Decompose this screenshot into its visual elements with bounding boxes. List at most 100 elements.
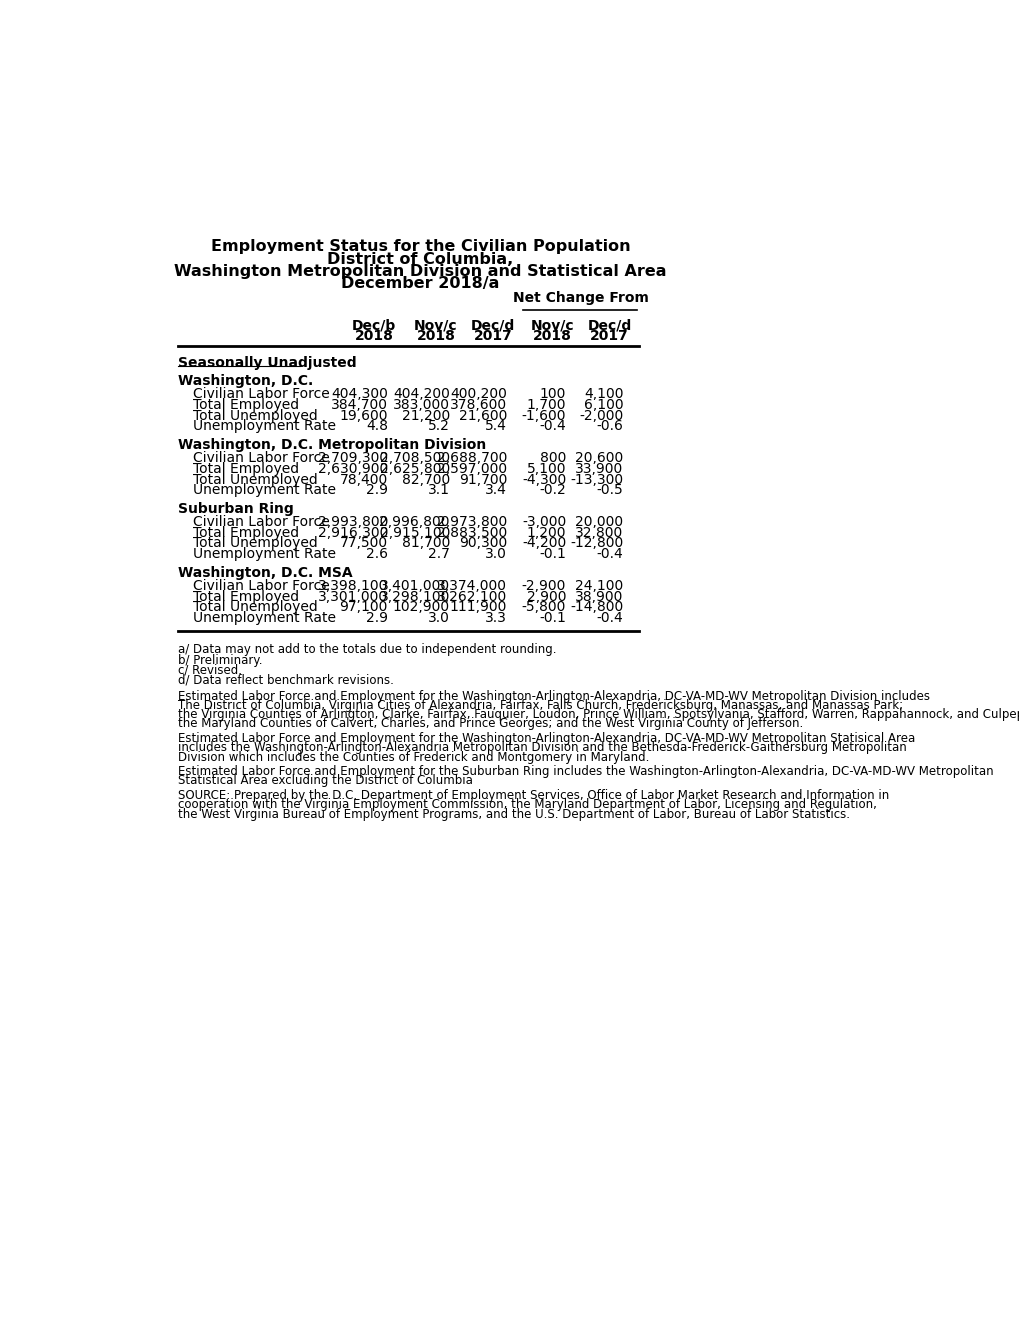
Text: 33,900: 33,900 <box>575 462 623 475</box>
Text: 400,200: 400,200 <box>450 387 506 401</box>
Text: 404,300: 404,300 <box>331 387 387 401</box>
Text: 111,900: 111,900 <box>449 601 506 614</box>
Text: 2,915,100: 2,915,100 <box>379 525 449 540</box>
Text: 1,700: 1,700 <box>526 397 566 412</box>
Text: 3,401,000: 3,401,000 <box>379 578 449 593</box>
Text: 78,400: 78,400 <box>339 473 387 487</box>
Text: 6,100: 6,100 <box>583 397 623 412</box>
Text: Estimated Labor Force and Employment for the Washington-Arlington-Alexandria, DC: Estimated Labor Force and Employment for… <box>177 689 929 702</box>
Text: 2017: 2017 <box>590 330 629 343</box>
Text: cooperation with the Virginia Employment Commission, the Maryland Department of : cooperation with the Virginia Employment… <box>177 799 876 812</box>
Text: Total Employed: Total Employed <box>194 525 300 540</box>
Text: Suburban Ring: Suburban Ring <box>177 502 293 516</box>
Text: -2,900: -2,900 <box>522 578 566 593</box>
Text: Unemployment Rate: Unemployment Rate <box>194 483 336 498</box>
Text: Total Unemployed: Total Unemployed <box>194 536 318 550</box>
Text: Civilian Labor Force: Civilian Labor Force <box>194 451 330 465</box>
Text: Civilian Labor Force: Civilian Labor Force <box>194 515 330 529</box>
Text: Total Unemployed: Total Unemployed <box>194 473 318 487</box>
Text: 20,000: 20,000 <box>575 515 623 529</box>
Text: -2,000: -2,000 <box>579 409 623 422</box>
Text: Washington, D.C. Metropolitan Division: Washington, D.C. Metropolitan Division <box>177 438 486 451</box>
Text: 3,262,100: 3,262,100 <box>436 590 506 603</box>
Text: 3.1: 3.1 <box>428 483 449 498</box>
Text: Total Employed: Total Employed <box>194 462 300 475</box>
Text: Employment Status for the Civilian Population: Employment Status for the Civilian Popul… <box>211 239 630 255</box>
Text: 2,625,800: 2,625,800 <box>379 462 449 475</box>
Text: 800: 800 <box>539 451 566 465</box>
Text: 5,100: 5,100 <box>526 462 566 475</box>
Text: -0.6: -0.6 <box>596 420 623 433</box>
Text: the West Virginia Bureau of Employment Programs, and the U.S. Department of Labo: the West Virginia Bureau of Employment P… <box>177 808 849 821</box>
Text: the Maryland Counties of Calvert, Charles, and Prince Georges; and the West Virg: the Maryland Counties of Calvert, Charle… <box>177 718 802 730</box>
Text: 2,916,300: 2,916,300 <box>317 525 387 540</box>
Text: December 2018/a: December 2018/a <box>341 276 499 292</box>
Text: Total Unemployed: Total Unemployed <box>194 409 318 422</box>
Text: 2018: 2018 <box>416 330 454 343</box>
Text: Nov/c: Nov/c <box>530 318 574 333</box>
Text: 2.9: 2.9 <box>366 611 387 626</box>
Text: c/ Revised.: c/ Revised. <box>177 664 242 677</box>
Text: Total Employed: Total Employed <box>194 397 300 412</box>
Text: Unemployment Rate: Unemployment Rate <box>194 420 336 433</box>
Text: 5.2: 5.2 <box>428 420 449 433</box>
Text: Civilian Labor Force: Civilian Labor Force <box>194 387 330 401</box>
Text: Estimated Labor Force and Employment for the Suburban Ring includes the Washingt: Estimated Labor Force and Employment for… <box>177 766 993 779</box>
Text: 77,500: 77,500 <box>339 536 387 550</box>
Text: 2.6: 2.6 <box>366 548 387 561</box>
Text: 3,298,100: 3,298,100 <box>379 590 449 603</box>
Text: 3.0: 3.0 <box>428 611 449 626</box>
Text: -12,800: -12,800 <box>570 536 623 550</box>
Text: 3.0: 3.0 <box>485 548 506 561</box>
Text: b/ Preliminary.: b/ Preliminary. <box>177 653 262 667</box>
Text: -0.4: -0.4 <box>596 548 623 561</box>
Text: 102,900: 102,900 <box>392 601 449 614</box>
Text: 3.3: 3.3 <box>485 611 506 626</box>
Text: Dec/d: Dec/d <box>587 318 631 333</box>
Text: -4,200: -4,200 <box>522 536 566 550</box>
Text: -14,800: -14,800 <box>570 601 623 614</box>
Text: -0.1: -0.1 <box>539 548 566 561</box>
Text: 2,708,500: 2,708,500 <box>379 451 449 465</box>
Text: Unemployment Rate: Unemployment Rate <box>194 611 336 626</box>
Text: 2017: 2017 <box>474 330 513 343</box>
Text: d/ Data reflect benchmark revisions.: d/ Data reflect benchmark revisions. <box>177 673 393 686</box>
Text: Statistical Area excluding the District of Columbia: Statistical Area excluding the District … <box>177 775 472 788</box>
Text: -0.4: -0.4 <box>596 611 623 626</box>
Text: Washington, D.C.: Washington, D.C. <box>177 374 313 388</box>
Text: Washington Metropolitan Division and Statistical Area: Washington Metropolitan Division and Sta… <box>174 264 666 279</box>
Text: 4.8: 4.8 <box>366 420 387 433</box>
Text: 2,900: 2,900 <box>526 590 566 603</box>
Text: Total Unemployed: Total Unemployed <box>194 601 318 614</box>
Text: 3,398,100: 3,398,100 <box>317 578 387 593</box>
Text: 38,900: 38,900 <box>575 590 623 603</box>
Text: 19,600: 19,600 <box>339 409 387 422</box>
Text: 2,630,900: 2,630,900 <box>317 462 387 475</box>
Text: 378,600: 378,600 <box>449 397 506 412</box>
Text: the Virginia Counties of Arlington, Clarke, Fairfax, Fauquier, Loudon, Prince Wi: the Virginia Counties of Arlington, Clar… <box>177 708 1019 721</box>
Text: 2,883,500: 2,883,500 <box>436 525 506 540</box>
Text: Nov/c: Nov/c <box>414 318 458 333</box>
Text: -1,600: -1,600 <box>521 409 566 422</box>
Text: 2,709,300: 2,709,300 <box>318 451 387 465</box>
Text: 2,688,700: 2,688,700 <box>436 451 506 465</box>
Text: Dec/d: Dec/d <box>471 318 515 333</box>
Text: -3,000: -3,000 <box>522 515 566 529</box>
Text: 3,374,000: 3,374,000 <box>437 578 506 593</box>
Text: 2,973,800: 2,973,800 <box>436 515 506 529</box>
Text: 3.4: 3.4 <box>485 483 506 498</box>
Text: 100: 100 <box>539 387 566 401</box>
Text: Dec/b: Dec/b <box>352 318 395 333</box>
Text: 1,200: 1,200 <box>526 525 566 540</box>
Text: 3,301,000: 3,301,000 <box>318 590 387 603</box>
Text: -0.2: -0.2 <box>539 483 566 498</box>
Text: 2,993,800: 2,993,800 <box>317 515 387 529</box>
Text: 97,100: 97,100 <box>339 601 387 614</box>
Text: -0.5: -0.5 <box>596 483 623 498</box>
Text: 383,000: 383,000 <box>392 397 449 412</box>
Text: 2.7: 2.7 <box>428 548 449 561</box>
Text: -0.1: -0.1 <box>539 611 566 626</box>
Text: Division which includes the Counties of Frederick and Montgomery in Maryland.: Division which includes the Counties of … <box>177 751 649 763</box>
Text: Washington, D.C. MSA: Washington, D.C. MSA <box>177 566 353 579</box>
Text: 2018: 2018 <box>532 330 571 343</box>
